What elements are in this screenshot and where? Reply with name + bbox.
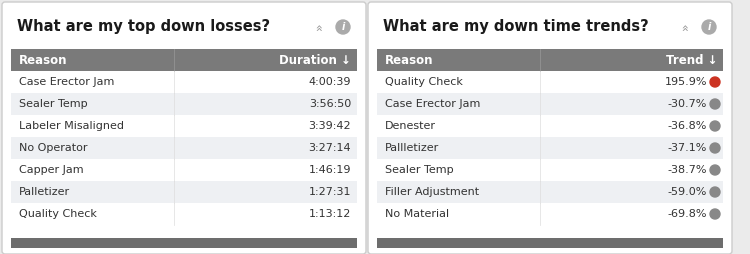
Text: No Operator: No Operator — [19, 143, 88, 153]
Text: Reason: Reason — [19, 54, 68, 67]
Bar — [377, 137, 723, 159]
Text: Pallletizer: Pallletizer — [385, 143, 439, 153]
Text: Reason: Reason — [385, 54, 433, 67]
Bar — [377, 159, 723, 181]
Bar — [377, 238, 723, 248]
Text: -59.0%: -59.0% — [668, 187, 707, 197]
Bar — [377, 93, 723, 115]
Bar — [11, 137, 357, 159]
Text: -30.7%: -30.7% — [668, 99, 707, 109]
Text: 3:39:42: 3:39:42 — [308, 121, 351, 131]
Text: Sealer Temp: Sealer Temp — [385, 165, 454, 175]
Text: i: i — [707, 22, 711, 32]
Text: 195.9%: 195.9% — [664, 77, 707, 87]
Bar — [11, 238, 357, 248]
Text: 3:27:14: 3:27:14 — [308, 143, 351, 153]
Bar — [377, 71, 723, 93]
Text: Filler Adjustment: Filler Adjustment — [385, 187, 479, 197]
Text: What are my down time trends?: What are my down time trends? — [383, 20, 649, 35]
Circle shape — [710, 121, 720, 131]
Circle shape — [710, 99, 720, 109]
Text: What are my top down losses?: What are my top down losses? — [17, 20, 270, 35]
Text: 1:27:31: 1:27:31 — [308, 187, 351, 197]
Circle shape — [710, 209, 720, 219]
FancyBboxPatch shape — [2, 2, 366, 254]
Bar — [11, 49, 357, 71]
Text: Duration ↓: Duration ↓ — [279, 54, 351, 67]
Text: Labeler Misaligned: Labeler Misaligned — [19, 121, 124, 131]
Bar — [11, 159, 357, 181]
Text: i: i — [341, 22, 345, 32]
Text: 4:00:39: 4:00:39 — [308, 77, 351, 87]
Text: -37.1%: -37.1% — [668, 143, 707, 153]
Circle shape — [336, 20, 350, 34]
Circle shape — [710, 165, 720, 175]
Text: No Material: No Material — [385, 209, 449, 219]
Circle shape — [710, 187, 720, 197]
Bar — [11, 115, 357, 137]
Text: 3:56:50: 3:56:50 — [309, 99, 351, 109]
Text: Denester: Denester — [385, 121, 436, 131]
Text: »: » — [313, 22, 326, 30]
Text: Sealer Temp: Sealer Temp — [19, 99, 88, 109]
Text: 1:46:19: 1:46:19 — [308, 165, 351, 175]
Bar — [11, 181, 357, 203]
Text: Palletizer: Palletizer — [19, 187, 70, 197]
FancyBboxPatch shape — [368, 2, 732, 254]
Circle shape — [702, 20, 716, 34]
Text: »: » — [679, 22, 692, 30]
Text: Capper Jam: Capper Jam — [19, 165, 84, 175]
Text: -69.8%: -69.8% — [668, 209, 707, 219]
Text: Trend ↓: Trend ↓ — [665, 54, 717, 67]
Text: Quality Check: Quality Check — [19, 209, 97, 219]
Bar — [11, 93, 357, 115]
Circle shape — [710, 77, 720, 87]
Bar — [377, 115, 723, 137]
Text: -36.8%: -36.8% — [668, 121, 707, 131]
Bar — [11, 203, 357, 225]
Text: 1:13:12: 1:13:12 — [309, 209, 351, 219]
Bar — [11, 71, 357, 93]
Text: Case Erector Jam: Case Erector Jam — [385, 99, 480, 109]
Text: Quality Check: Quality Check — [385, 77, 463, 87]
Text: Case Erector Jam: Case Erector Jam — [19, 77, 114, 87]
Text: -38.7%: -38.7% — [668, 165, 707, 175]
Bar — [377, 49, 723, 71]
Bar — [377, 203, 723, 225]
Circle shape — [710, 143, 720, 153]
Bar — [377, 181, 723, 203]
